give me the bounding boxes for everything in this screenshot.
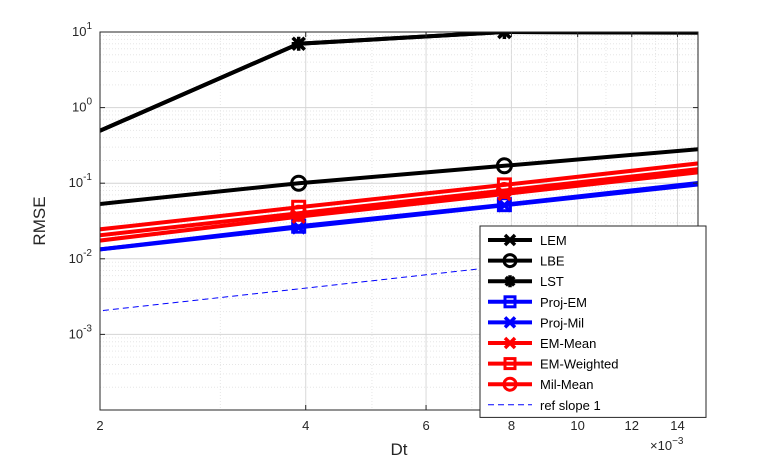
series-ref-slope-1 (100, 244, 698, 312)
series-line (100, 182, 698, 252)
plot-series (100, 32, 698, 312)
data-point (291, 36, 306, 51)
series-line (100, 32, 698, 133)
series-line (100, 147, 698, 206)
legend-marker (503, 295, 517, 309)
y-tick-label: 10-3 (69, 323, 93, 341)
series-line (100, 244, 698, 312)
legend-label: EM-Mean (540, 336, 596, 351)
data-point (290, 174, 308, 192)
legend-marker (502, 376, 518, 392)
legend-marker (504, 275, 516, 288)
legend: LEM LBE LST Proj-EM Proj-Mil EM-Mean EM-Weight… (479, 225, 707, 418)
x-multiplier-label: ×10−3 (650, 436, 684, 453)
series-proj-mil (100, 182, 698, 252)
series-line (100, 170, 698, 243)
y-axis-label: RMSE (30, 196, 49, 245)
x-tick-label: 6 (422, 418, 429, 433)
legend-marker (503, 233, 517, 247)
y-tick-label: 10-2 (69, 248, 93, 266)
legend-entry: EM-Mean (488, 336, 596, 351)
data-point (290, 204, 308, 222)
axes-box (99, 31, 699, 411)
legend-label: LBE (540, 254, 565, 269)
legend-label: Proj-Mil (540, 315, 584, 330)
series-line (100, 32, 698, 133)
legend-marker (503, 357, 517, 371)
legend-entry: Proj-Mil (488, 315, 584, 330)
x-tick-label: 4 (302, 418, 309, 433)
ticks: 2 4 6 8 10 12 14 ×10−3 10-3 10-2 10-1 100 101 (69, 21, 698, 453)
series-line (100, 167, 698, 238)
x-tick-label: 2 (96, 418, 103, 433)
legend-label: Mil-Mean (540, 377, 593, 392)
series-mil-mean (100, 167, 698, 238)
legend-marker (503, 316, 517, 329)
legend-label: LEM (540, 233, 567, 248)
legend-label: ref slope 1 (540, 398, 601, 413)
legend-entry: LBE (488, 253, 565, 269)
data-point (291, 220, 306, 235)
legend-label: EM-Weighted (540, 357, 619, 372)
series-lbe (100, 147, 698, 206)
x-tick-label: 12 (625, 418, 639, 433)
data-point (495, 182, 513, 200)
x-tick-label: 14 (670, 418, 684, 433)
data-point (495, 157, 513, 175)
legend-label: Proj-EM (540, 295, 587, 310)
legend-entry: ref slope 1 (488, 398, 601, 413)
legend-entry: Proj-EM (488, 295, 587, 310)
y-tick-label: 101 (72, 21, 92, 39)
x-tick-label: 10 (570, 418, 584, 433)
data-point (497, 198, 512, 213)
legend-marker (503, 336, 517, 350)
legend-entry: LST (488, 274, 564, 289)
y-tick-label: 10-1 (69, 172, 93, 190)
legend-label: LST (540, 274, 564, 289)
legend-entry: Mil-Mean (488, 376, 593, 392)
y-tick-label: 100 (72, 97, 92, 115)
legend-marker (502, 253, 518, 269)
legend-entry: LEM (488, 233, 567, 248)
x-tick-label: 8 (508, 418, 515, 433)
series-lst (100, 32, 698, 133)
series-lem (100, 32, 698, 133)
series-line (100, 161, 698, 232)
legend-entry: EM-Weighted (488, 357, 619, 372)
x-axis-label: Dt (391, 440, 408, 459)
